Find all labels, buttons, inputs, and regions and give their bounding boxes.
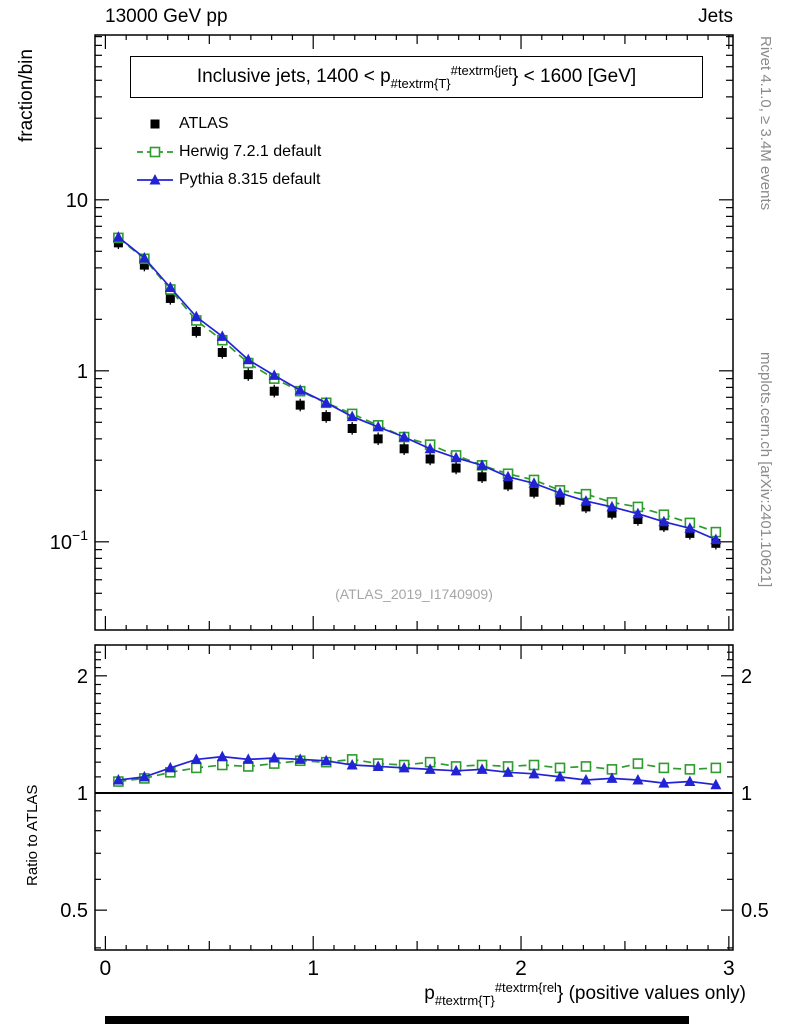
atlas-series — [113, 236, 721, 550]
x-axis-label-sub: #textrm{T} — [434, 993, 495, 1008]
ytick-label-ratio-right: 1 — [741, 783, 752, 805]
y-axis-label-ratio: Ratio to ATLAS — [24, 784, 41, 886]
y-axis-label-main: fraction/bin — [16, 49, 37, 142]
legend-label: ATLAS — [179, 115, 229, 132]
bottom-bar — [105, 1016, 689, 1024]
ytick-label-main: 10 — [66, 190, 88, 212]
mcplots-arxiv-note: mcplots.cern.ch [arXiv:2401.10621] — [757, 352, 774, 588]
ytick-label-ratio-left: 1 — [77, 783, 88, 805]
ytick-label-main: 10−1 — [50, 527, 88, 554]
legend-label: Herwig 7.2.1 default — [179, 143, 322, 160]
process-label: Jets — [698, 6, 733, 27]
x-axis-label-suffix: } (positive values only) — [556, 983, 746, 1004]
plot-title-sub: #textrm{T} — [390, 75, 451, 91]
ytick-label-ratio-right: 0.5 — [741, 900, 769, 922]
ytick-label-ratio-right: 2 — [741, 666, 752, 688]
pythia-ratio-series — [112, 750, 722, 790]
legend-item-atlas: ATLAS — [137, 110, 321, 138]
legend-item-herwig: Herwig 7.2.1 default — [137, 138, 321, 166]
analysis-id-watermark: (ATLAS_2019_I1740909) — [335, 586, 493, 602]
xtick-label: 0 — [100, 957, 112, 980]
plot-title-suffix: } < 1600 [GeV] — [512, 66, 637, 87]
plot-title-box: Inclusive jets, 1400 < p #textrm{T} #textr… — [130, 56, 703, 98]
rivet-version-note: Rivet 4.1.0, ≥ 3.4M events — [757, 36, 774, 211]
legend-item-pythia: Pythia 8.315 default — [137, 166, 321, 194]
pythia-series — [112, 231, 722, 545]
plot-title-sup: #textrm{jet — [450, 62, 513, 78]
axis-ticks — [95, 35, 733, 950]
x-axis-label-sup: #textrm{rel — [494, 980, 557, 995]
xtick-label: 3 — [723, 957, 735, 980]
legend: ATLAS Herwig 7.2.1 default Pythia 8.315 de… — [137, 110, 321, 194]
plot-title-prefix: Inclusive jets, 1400 < p — [196, 66, 391, 87]
panel-frames — [94, 34, 734, 951]
herwig-ratio-series — [113, 754, 722, 787]
herwig-series — [113, 232, 722, 538]
x-axis-label: p#textrm{T}#textrm{rel} (positive values… — [424, 980, 746, 1008]
legend-label: Pythia 8.315 default — [179, 171, 321, 188]
xtick-label: 2 — [515, 957, 527, 980]
pythia-legend-marker-icon — [137, 174, 173, 185]
xtick-label: 1 — [307, 957, 319, 980]
x-axis-label-base: p — [424, 983, 435, 1004]
ytick-label-main: 1 — [77, 361, 88, 383]
herwig-legend-marker-icon — [137, 146, 173, 158]
tick-labels: 10 1 10−1 0.5 0.5 1 1 2 2 0 1 2 3 — [50, 190, 769, 980]
atlas-legend-marker-icon — [150, 119, 160, 129]
ytick-label-ratio-left: 2 — [77, 666, 88, 688]
ytick-label-ratio-left: 0.5 — [60, 900, 88, 922]
beam-label: 13000 GeV pp — [105, 6, 228, 27]
